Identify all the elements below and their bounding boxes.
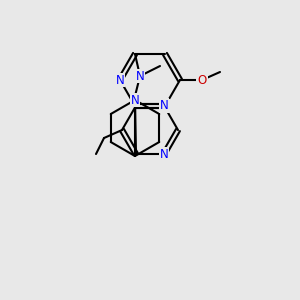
Text: O: O — [197, 74, 207, 86]
Text: N: N — [116, 74, 124, 86]
Text: N: N — [160, 100, 169, 112]
Text: N: N — [160, 148, 168, 161]
Text: N: N — [160, 99, 168, 112]
Text: N: N — [136, 70, 144, 83]
Text: N: N — [130, 94, 140, 106]
